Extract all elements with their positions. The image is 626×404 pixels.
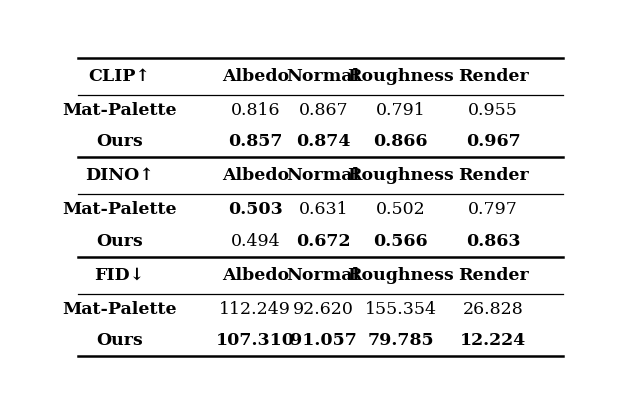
Text: CLIP↑: CLIP↑ xyxy=(88,68,150,85)
Text: 112.249: 112.249 xyxy=(219,301,291,318)
Text: 12.224: 12.224 xyxy=(460,332,526,349)
Text: DINO↑: DINO↑ xyxy=(85,167,154,184)
Text: 0.791: 0.791 xyxy=(376,102,426,119)
Text: Normal: Normal xyxy=(287,267,360,284)
Text: Roughness: Roughness xyxy=(347,267,454,284)
Text: Normal: Normal xyxy=(287,167,360,184)
Text: Render: Render xyxy=(458,267,528,284)
Text: 0.874: 0.874 xyxy=(296,133,351,150)
Text: 0.816: 0.816 xyxy=(230,102,280,119)
Text: 0.494: 0.494 xyxy=(230,233,280,250)
Text: Normal: Normal xyxy=(287,68,360,85)
Text: Render: Render xyxy=(458,167,528,184)
Text: 0.857: 0.857 xyxy=(228,133,282,150)
Text: 155.354: 155.354 xyxy=(365,301,437,318)
Text: 92.620: 92.620 xyxy=(293,301,354,318)
Text: Albedo: Albedo xyxy=(222,167,289,184)
Text: 0.866: 0.866 xyxy=(374,133,428,150)
Text: 0.863: 0.863 xyxy=(466,233,520,250)
Text: Mat-Palette: Mat-Palette xyxy=(62,202,177,219)
Text: 0.967: 0.967 xyxy=(466,133,520,150)
Text: Ours: Ours xyxy=(96,133,143,150)
Text: Mat-Palette: Mat-Palette xyxy=(62,301,177,318)
Text: Render: Render xyxy=(458,68,528,85)
Text: 0.566: 0.566 xyxy=(374,233,428,250)
Text: 0.631: 0.631 xyxy=(299,202,348,219)
Text: Roughness: Roughness xyxy=(347,68,454,85)
Text: 0.797: 0.797 xyxy=(468,202,518,219)
Text: Mat-Palette: Mat-Palette xyxy=(62,102,177,119)
Text: Ours: Ours xyxy=(96,332,143,349)
Text: 107.310: 107.310 xyxy=(216,332,295,349)
Text: 0.867: 0.867 xyxy=(299,102,348,119)
Text: Ours: Ours xyxy=(96,233,143,250)
Text: Albedo: Albedo xyxy=(222,267,289,284)
Text: 91.057: 91.057 xyxy=(290,332,357,349)
Text: 0.672: 0.672 xyxy=(296,233,351,250)
Text: 0.503: 0.503 xyxy=(228,202,283,219)
Text: Roughness: Roughness xyxy=(347,167,454,184)
Text: 0.955: 0.955 xyxy=(468,102,518,119)
Text: FID↓: FID↓ xyxy=(95,267,145,284)
Text: 0.502: 0.502 xyxy=(376,202,426,219)
Text: 26.828: 26.828 xyxy=(463,301,523,318)
Text: 79.785: 79.785 xyxy=(367,332,434,349)
Text: Albedo: Albedo xyxy=(222,68,289,85)
